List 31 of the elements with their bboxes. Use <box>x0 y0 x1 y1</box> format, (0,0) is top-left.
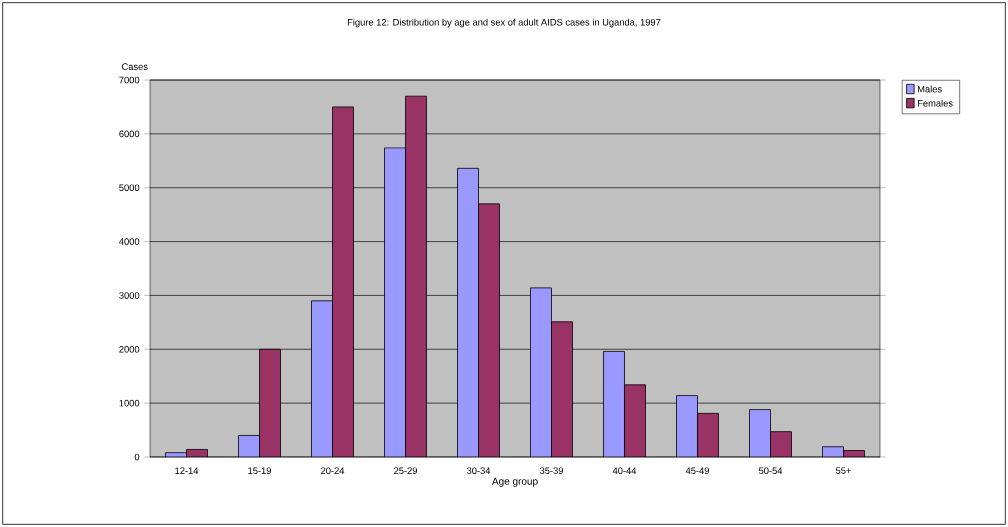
x-tick-label: 40-44 <box>612 467 637 474</box>
legend-label: Females <box>917 99 953 107</box>
x-tick-label: 45-49 <box>685 467 709 474</box>
x-tick-label: 20-24 <box>321 467 345 474</box>
x-tick-label: 30-34 <box>466 467 491 474</box>
x-tick-label: 25-29 <box>394 467 417 474</box>
x-tick-label: 12-14 <box>175 467 199 474</box>
bar <box>624 384 646 457</box>
bar <box>405 95 427 457</box>
chart-title: Figure 12: Distribution by age and sex of adult AIDS cases in Uganda, 1997 <box>347 18 661 28</box>
bar <box>259 348 281 457</box>
y-tick-label: 2000 <box>119 345 140 353</box>
x-tick-label: 50-54 <box>758 467 783 474</box>
y-tick-label: 3000 <box>119 292 140 299</box>
y-axis-title: Cases <box>121 63 148 70</box>
y-tick-label: 5000 <box>119 184 140 192</box>
x-axis-title: Age group <box>491 477 538 487</box>
x-tick-label: 35-39 <box>539 467 563 474</box>
bar <box>697 412 719 457</box>
y-tick-label: 6000 <box>119 130 140 138</box>
x-tick-label: 15-19 <box>248 467 271 474</box>
x-tick-label: 55+ <box>835 467 851 474</box>
y-tick-label: 7000 <box>119 76 140 84</box>
legend-label: Males <box>917 85 942 93</box>
y-tick-label: 4000 <box>119 238 140 245</box>
y-tick-label: 0 <box>134 453 140 461</box>
y-tick-label: 1000 <box>119 399 140 407</box>
bar <box>770 431 792 457</box>
bar <box>332 106 354 457</box>
bar <box>478 203 500 457</box>
bar <box>551 321 573 457</box>
